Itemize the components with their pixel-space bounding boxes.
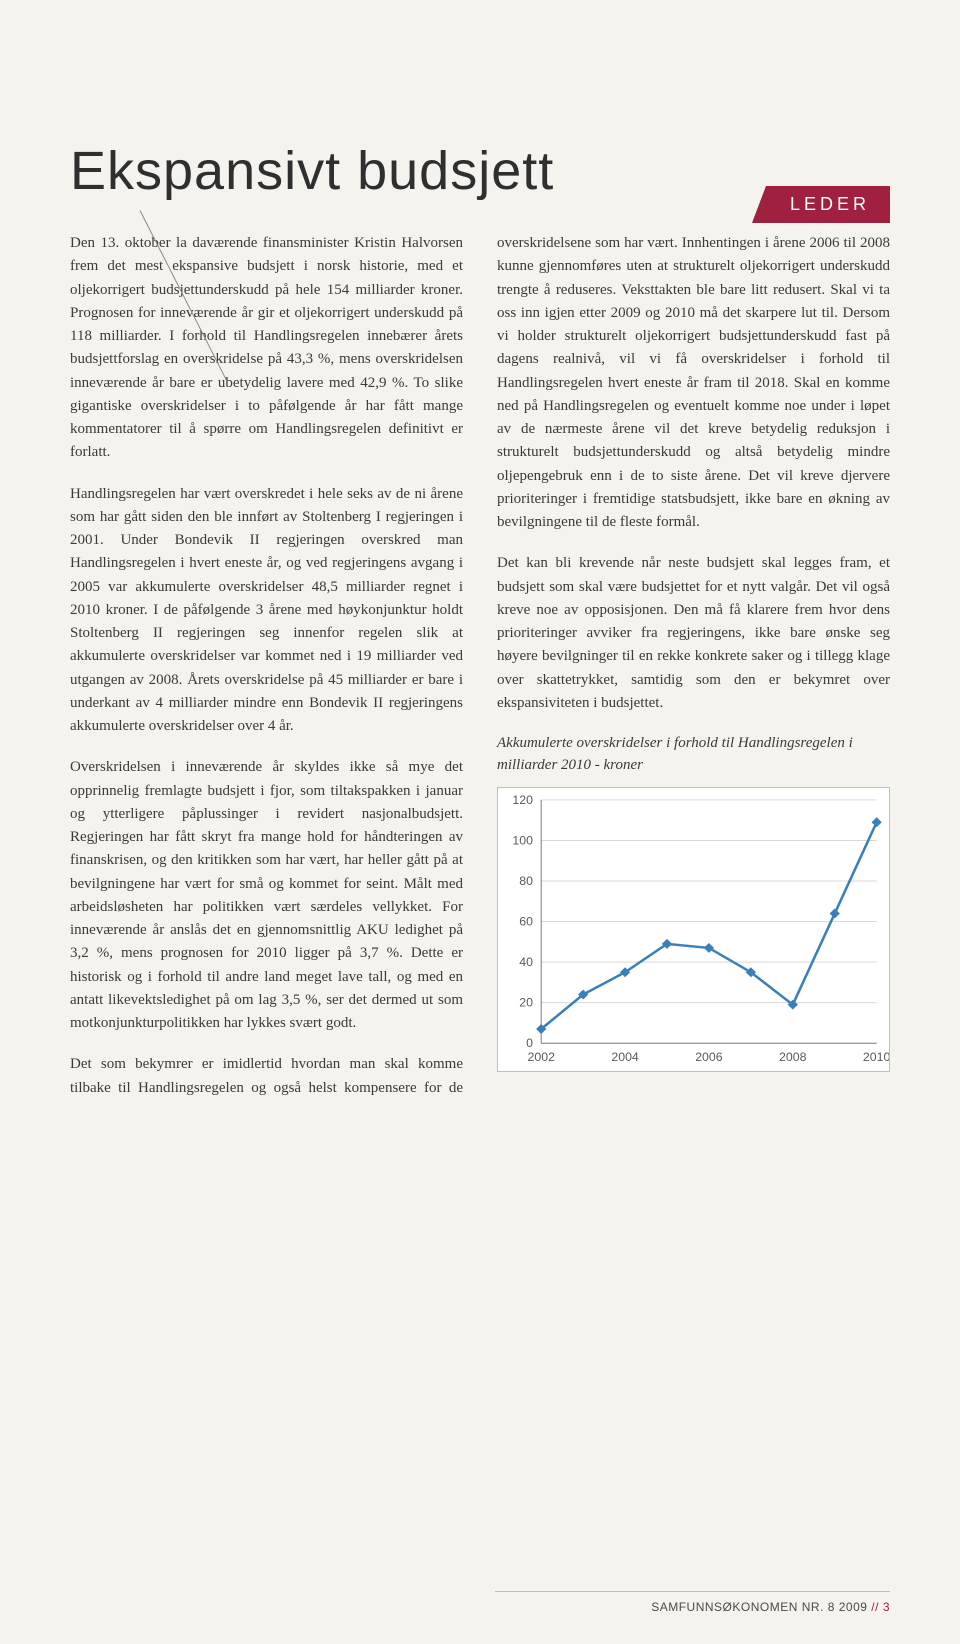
line-chart-svg: 0 20 40 60 80 100 120 2002 2004 2006 2008 2010 (498, 788, 889, 1071)
chart: 0 20 40 60 80 100 120 2002 2004 2006 2008 2010 (497, 787, 890, 1072)
svg-text:2002: 2002 (527, 1050, 555, 1064)
svg-text:60: 60 (519, 914, 533, 928)
footer-page-number: 3 (883, 1600, 890, 1614)
svg-text:20: 20 (519, 995, 533, 1009)
paragraph: Handlingsregelen har vært overskredet i … (70, 483, 463, 739)
svg-text:2010: 2010 (863, 1050, 889, 1064)
svg-text:2006: 2006 (695, 1050, 723, 1064)
svg-text:100: 100 (512, 833, 533, 847)
svg-text:120: 120 (512, 793, 533, 807)
footer-issue: NR. 8 2009 (802, 1600, 868, 1614)
svg-text:2004: 2004 (611, 1050, 639, 1064)
svg-text:2008: 2008 (779, 1050, 807, 1064)
footer-rule (495, 1591, 890, 1592)
section-tab: LEDER (752, 186, 890, 223)
paragraph: Det kan bli krevende når neste budsjett … (497, 552, 890, 715)
svg-text:80: 80 (519, 874, 533, 888)
chart-block: Akkumulerte overskridelser i forhold til… (497, 733, 890, 1072)
paragraph: Overskridelsen i inneværende år skyldes … (70, 756, 463, 1035)
svg-text:40: 40 (519, 955, 533, 969)
svg-text:0: 0 (526, 1036, 533, 1050)
footer-separator: // (871, 1600, 879, 1614)
footer-journal: SAMFUNNSØKONOMEN (651, 1600, 798, 1614)
article-body: Den 13. oktober la daværende finansminis… (70, 232, 890, 1100)
paragraph: Den 13. oktober la daværende finansminis… (70, 232, 463, 465)
page-footer: SAMFUNNSØKONOMEN NR. 8 2009 // 3 (651, 1600, 890, 1614)
chart-caption: Akkumulerte overskridelser i forhold til… (497, 733, 890, 777)
